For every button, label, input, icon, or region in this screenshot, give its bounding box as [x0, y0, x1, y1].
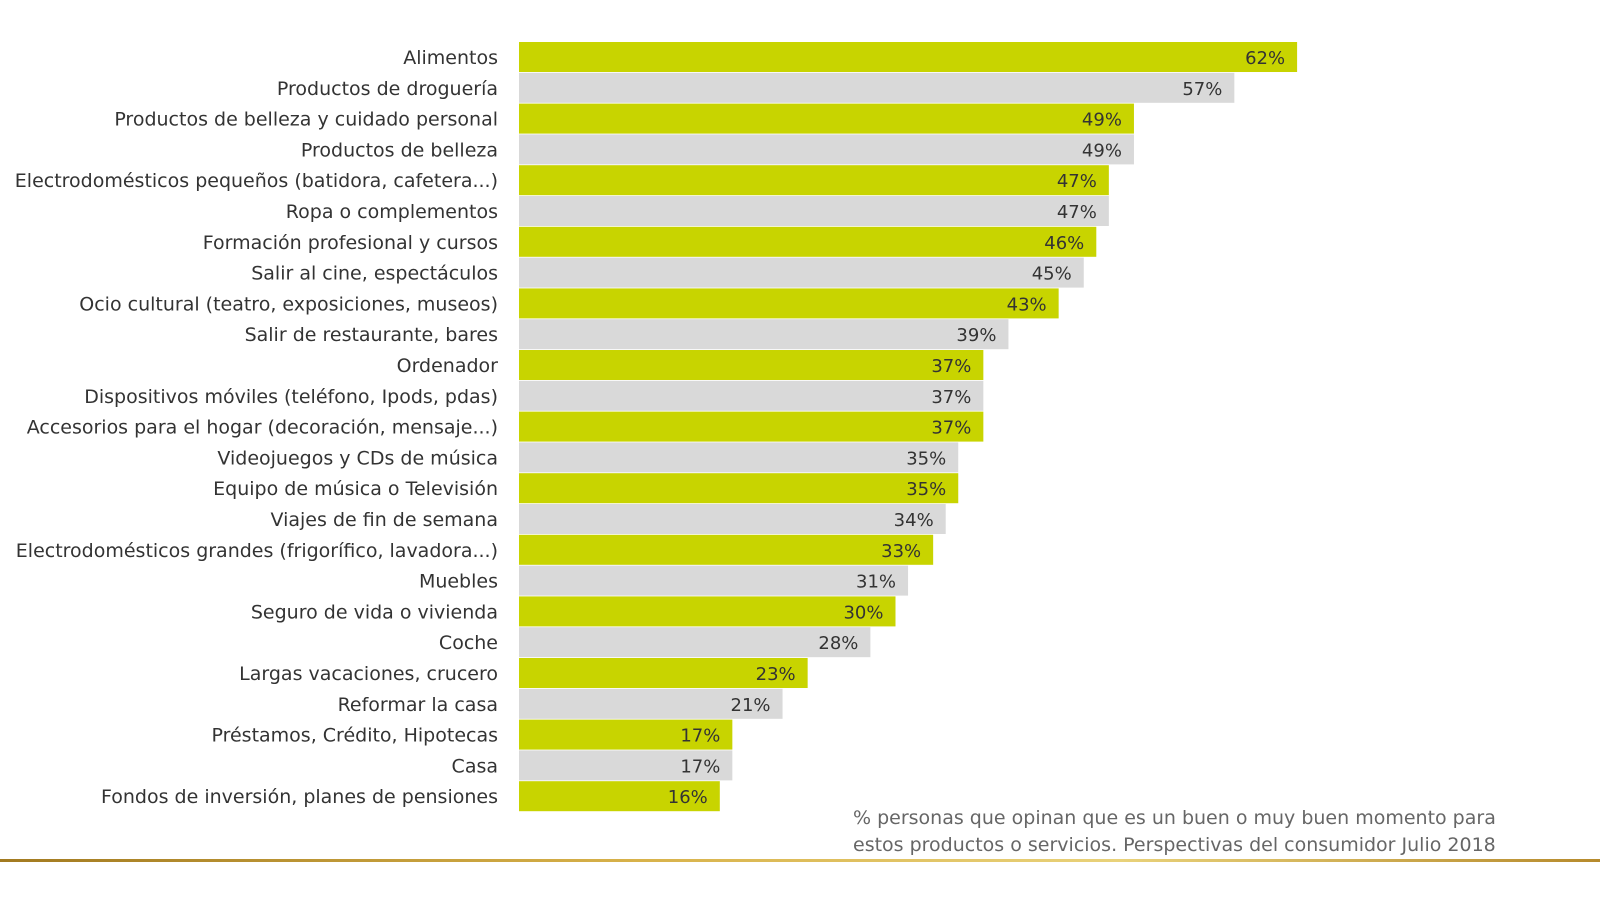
chart-caption: % personas que opinan que es un buen o m… [853, 805, 1496, 859]
bar [519, 658, 808, 688]
value-label: 17% [680, 726, 720, 747]
bar [519, 226, 1097, 257]
value-label: 30% [843, 602, 883, 623]
value-label: 28% [818, 633, 858, 654]
value-label: 62% [1245, 48, 1285, 69]
bar [519, 719, 733, 750]
value-label: 23% [756, 664, 796, 685]
category-label: Electrodomésticos pequeños (batidora, ca… [15, 170, 498, 192]
bar [519, 442, 959, 473]
category-label: Videojuegos y CDs de música [217, 447, 498, 469]
category-label: Reformar la casa [338, 694, 498, 716]
category-label: Productos de belleza [301, 139, 498, 161]
bar [519, 103, 1134, 134]
value-label: 37% [931, 418, 971, 439]
caption-line-2: estos productos o servicios. Perspectiva… [853, 834, 1496, 856]
value-label: 33% [881, 541, 921, 562]
bar [519, 596, 896, 627]
value-label: 37% [931, 387, 971, 408]
value-label: 35% [906, 448, 946, 469]
bar [519, 473, 959, 504]
category-label: Ropa o complementos [286, 201, 498, 223]
bar [519, 565, 909, 596]
bar [519, 627, 871, 658]
value-label: 37% [931, 356, 971, 377]
category-label: Productos de droguería [277, 78, 498, 100]
category-label: Accesorios para el hogar (decoración, me… [27, 417, 498, 439]
value-label: 31% [856, 572, 896, 593]
bar [519, 781, 720, 812]
gold-divider [0, 859, 1600, 862]
bar [519, 288, 1059, 319]
bar [519, 350, 984, 380]
bar [519, 72, 1235, 103]
bar [519, 504, 946, 534]
value-label: 46% [1044, 233, 1084, 254]
category-label: Muebles [419, 571, 498, 593]
bar [519, 319, 1009, 350]
category-label: Salir de restaurante, bares [245, 324, 498, 346]
bar [519, 688, 783, 719]
category-label: Largas vacaciones, crucero [239, 663, 498, 685]
category-label: Equipo de música o Televisión [213, 478, 498, 500]
category-label: Ocio cultural (teatro, exposiciones, mus… [79, 293, 498, 315]
category-label: Viajes de fin de semana [271, 509, 498, 531]
value-label: 34% [894, 510, 934, 531]
bar [519, 196, 1109, 226]
bar [519, 257, 1084, 288]
bar [519, 380, 984, 411]
value-label: 47% [1057, 171, 1097, 192]
bar [519, 165, 1109, 196]
category-label: Salir al cine, espectáculos [251, 263, 498, 285]
value-label: 35% [906, 479, 946, 500]
bar [519, 750, 733, 781]
value-label: 49% [1082, 140, 1122, 161]
value-label: 45% [1032, 264, 1072, 285]
bar [519, 42, 1298, 72]
category-label: Productos de belleza y cuidado personal [114, 109, 498, 131]
value-label: 21% [731, 695, 771, 716]
category-label: Fondos de inversión, planes de pensiones [101, 786, 498, 808]
category-label: Coche [439, 632, 498, 654]
bar [519, 411, 984, 442]
category-label: Seguro de vida o vivienda [251, 601, 498, 623]
value-label: 43% [1007, 294, 1047, 315]
bar [519, 134, 1134, 165]
value-label: 16% [668, 787, 708, 808]
category-label: Formación profesional y cursos [203, 232, 498, 254]
category-label: Casa [452, 755, 498, 777]
value-label: 49% [1082, 110, 1122, 131]
category-label: Electrodomésticos grandes (frigorífico, … [16, 540, 498, 562]
value-label: 47% [1057, 202, 1097, 223]
value-label: 17% [680, 756, 720, 777]
value-label: 39% [956, 325, 996, 346]
category-label: Dispositivos móviles (teléfono, Ipods, p… [84, 386, 498, 408]
bar [519, 534, 934, 565]
value-label: 57% [1182, 79, 1222, 100]
category-label: Alimentos [403, 47, 498, 69]
caption-line-1: % personas que opinan que es un buen o m… [853, 807, 1496, 829]
category-label: Ordenador [397, 355, 499, 377]
category-label: Préstamos, Crédito, Hipotecas [211, 725, 498, 747]
